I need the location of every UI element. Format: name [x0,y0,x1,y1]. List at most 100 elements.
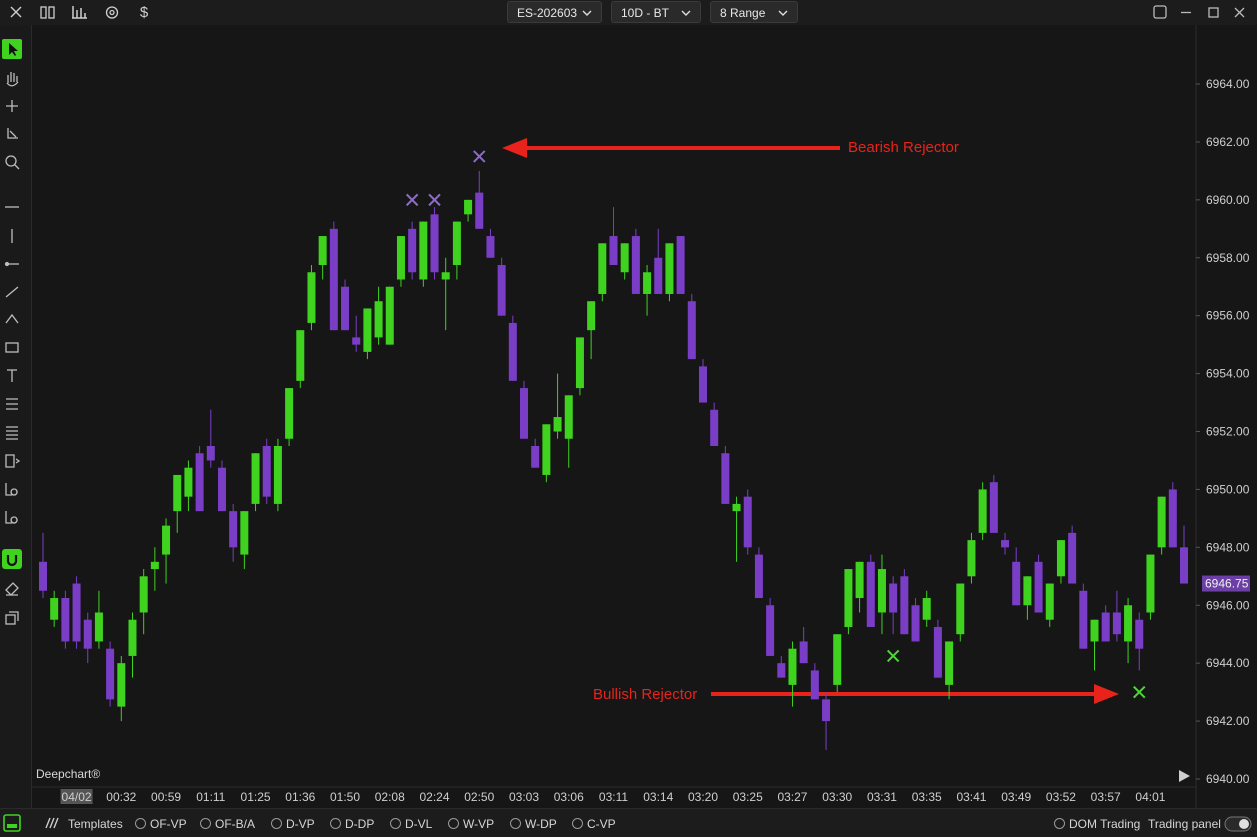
x-tick-label: 00:32 [106,790,136,804]
rectangle-tool[interactable] [5,342,19,353]
x-tick-label: 01:50 [330,790,360,804]
candle-body [956,583,965,635]
layers-tool[interactable] [5,614,16,625]
option[interactable]: OF-VP [135,817,187,831]
candle-body [486,236,495,258]
bearish-annotation: Bearish Rejector [502,138,959,158]
candle-body [788,648,797,685]
candle-body [162,525,171,555]
trading-panel-label: Trading panel [1148,817,1221,831]
order-tool[interactable] [5,454,21,468]
candle-body [385,286,394,345]
candle-body [184,467,193,497]
bullish-annotation: Bullish Rejector [593,684,1119,704]
magnet-tool-bg[interactable] [2,549,22,569]
magnet-tool[interactable] [6,555,18,567]
x-tick-label: 03:35 [912,790,942,804]
option[interactable]: W-DP [510,817,557,831]
option[interactable]: D-DP [330,817,374,831]
profile-tool-2[interactable] [5,511,18,524]
option-label: W-DP [525,817,557,831]
last-price-label: 6946.75 [1205,577,1249,591]
bar-type-dropdown[interactable]: 8 Range [710,1,798,23]
candle-body [587,301,596,331]
candle-body [1001,540,1010,548]
layout-icon[interactable] [40,6,55,19]
indicators-icon[interactable] [72,6,87,19]
candle-body [1034,561,1043,613]
eraser-tool[interactable] [5,582,19,596]
close-icon[interactable] [10,6,22,18]
candle-body [698,366,707,403]
option[interactable]: OF-B/A [200,817,255,831]
option[interactable]: W-VP [448,817,494,831]
option[interactable]: C-VP [572,817,616,831]
period: 10D - BT [621,6,670,20]
candle-body [1112,612,1121,635]
x-tick-label: 04/02 [62,790,92,804]
x-tick-label: 03:41 [956,790,986,804]
x-tick-label: 03:06 [554,790,584,804]
candle-body [911,605,920,642]
candle-body [195,453,204,512]
templates[interactable]: Templates [68,817,123,831]
path-tool[interactable] [5,313,19,324]
candle-body [732,503,741,512]
crosshair-tool[interactable] [6,100,18,112]
profile-tool[interactable] [5,483,18,496]
option-label: OF-B/A [215,817,256,831]
bar-type: 8 Range [720,6,766,20]
select-tool[interactable] [9,43,18,56]
y-tick-label: 6946.00 [1206,598,1250,612]
candle-body [318,236,327,266]
candle-body [452,221,461,266]
symbol-dropdown[interactable]: ES-202603 [507,1,602,23]
candle-body [1012,561,1021,606]
y-tick-label: 6950.00 [1206,482,1250,496]
period-dropdown[interactable]: 10D - BT [611,1,701,23]
currency-button[interactable]: $ [140,4,149,21]
maximize-icon[interactable] [1208,7,1219,18]
candle-body [139,576,148,613]
rejector-marker [405,193,419,207]
levels-tool[interactable] [6,426,18,440]
candle-body [978,489,987,533]
time-highlight [60,789,93,804]
option[interactable]: D-VP [271,817,315,831]
candle-body [710,409,719,446]
option[interactable]: D-VL [390,817,432,831]
candle-body [665,243,674,294]
candle-body [396,236,405,280]
arrow-head [1094,684,1119,704]
dom-trading[interactable]: DOM Trading [1054,817,1140,831]
scroll-right[interactable] [1179,770,1190,782]
trading-panel-toggle[interactable] [1224,816,1252,832]
close-window-icon[interactable] [1234,7,1245,18]
settings-icon[interactable] [105,6,119,19]
zoom-tool[interactable] [5,155,17,167]
candle-body [497,265,506,316]
candle-body [150,561,159,570]
x-tick-label: 02:50 [464,790,494,804]
hand-tool[interactable] [6,72,19,87]
candle-body [575,337,584,389]
option-label: D-VL [405,817,433,831]
x-tick-label: 01:11 [196,790,225,804]
candle-body [553,417,562,432]
fib-tool[interactable] [6,398,18,410]
measure-tool[interactable] [7,128,18,139]
last-price-box [1202,575,1250,592]
x-tick-label: 03:20 [688,790,718,804]
panel-toggle[interactable] [3,814,21,832]
top-bar: $ ES-202603 10D - BT 8 Range [0,0,1257,25]
candle-body [430,214,439,273]
chart-bg [32,25,1257,808]
candle-body [1180,547,1188,584]
window-icons [1153,5,1245,19]
trendline-tool[interactable] [5,286,19,298]
candle-body [1135,619,1144,649]
candle-body [777,663,786,678]
panel-icon[interactable] [1153,5,1167,19]
text-tool[interactable] [7,369,17,382]
